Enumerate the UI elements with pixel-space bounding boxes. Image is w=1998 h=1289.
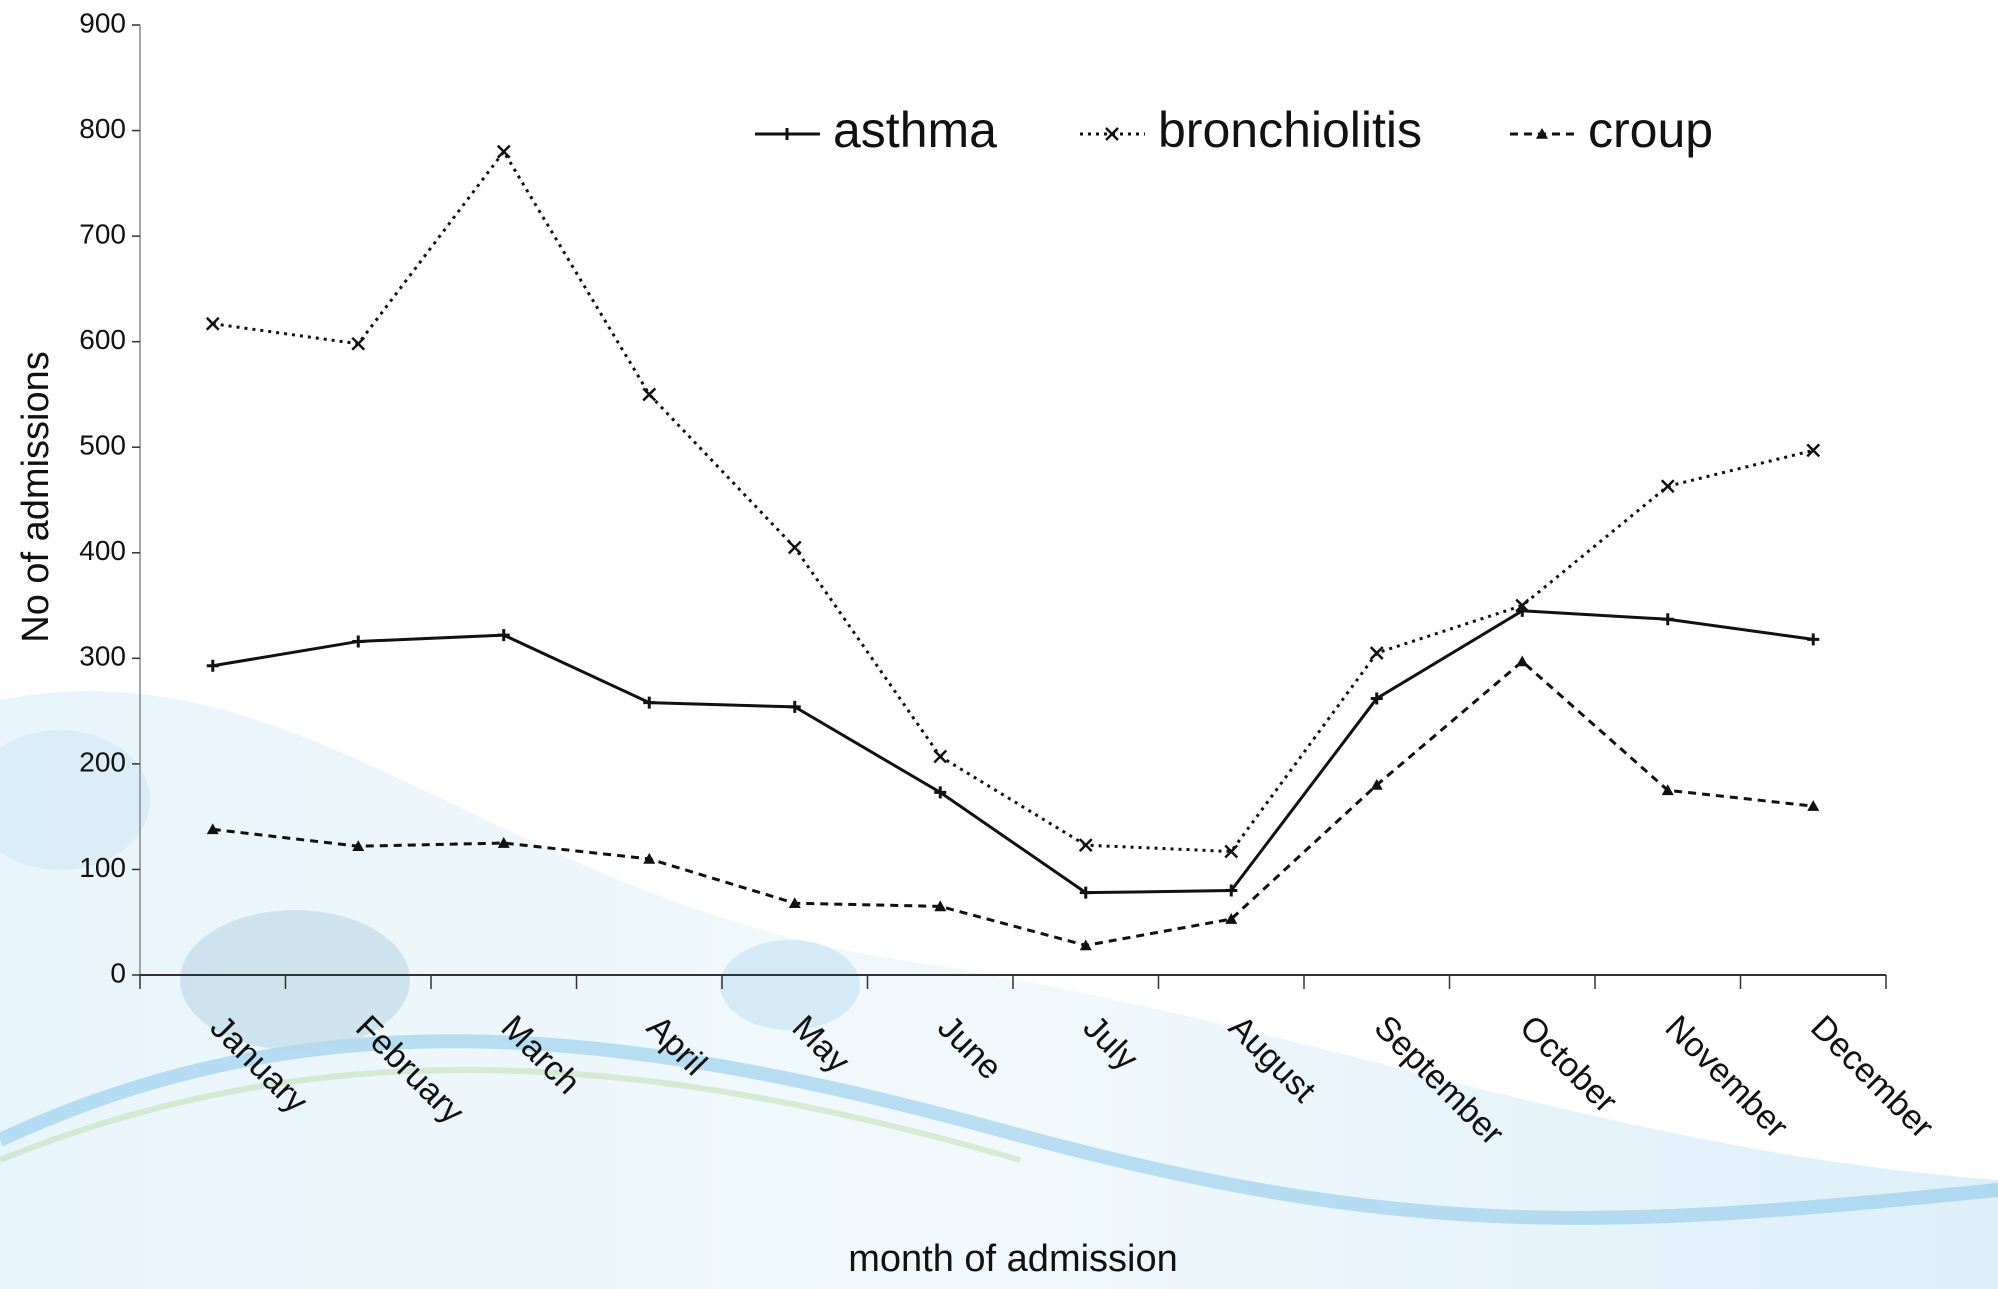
point: [498, 146, 510, 158]
point: [1807, 800, 1819, 811]
point: [1080, 839, 1092, 851]
point: [1662, 613, 1674, 625]
point: [1662, 480, 1674, 492]
y-tick-label: 900: [79, 7, 126, 38]
legend-item: bronchiolitis: [1080, 102, 1422, 158]
background-decoration: [0, 691, 1998, 1289]
y-tick-label: 400: [79, 535, 126, 566]
y-tick-label: 100: [79, 852, 126, 883]
y-tick-label: 700: [79, 219, 126, 250]
y-tick-label: 300: [79, 641, 126, 672]
y-tick-label: 200: [79, 746, 126, 777]
legend-item: asthma: [755, 102, 997, 158]
x-tick-label: November: [1658, 1008, 1796, 1146]
point: [352, 338, 364, 350]
point: [1106, 128, 1118, 140]
point: [352, 635, 364, 647]
point: [789, 542, 801, 554]
point: [498, 629, 510, 641]
point: [781, 128, 793, 140]
y-tick-label: 800: [79, 113, 126, 144]
x-axis-title: month of admission: [848, 1238, 1178, 1280]
point: [1371, 647, 1383, 659]
y-axis-title: No of admissions: [15, 351, 57, 642]
x-tick-label: December: [1803, 1008, 1941, 1146]
y-tick-label: 600: [79, 324, 126, 355]
point: [1516, 656, 1528, 667]
point: [934, 751, 946, 763]
point: [207, 660, 219, 672]
legend-item: croup: [1510, 102, 1713, 158]
y-tick-label: 500: [79, 430, 126, 461]
series-line: [213, 152, 1814, 852]
point: [643, 388, 655, 400]
y-tick-label: 0: [110, 957, 126, 988]
point: [1536, 128, 1548, 139]
legend-label: asthma: [833, 102, 997, 158]
legend-label: bronchiolitis: [1158, 102, 1422, 158]
point: [1807, 633, 1819, 645]
point: [643, 697, 655, 709]
legend-label: croup: [1588, 102, 1713, 158]
point: [207, 318, 219, 330]
chart: month of admission No of admissions 0 100…: [0, 0, 1998, 1289]
